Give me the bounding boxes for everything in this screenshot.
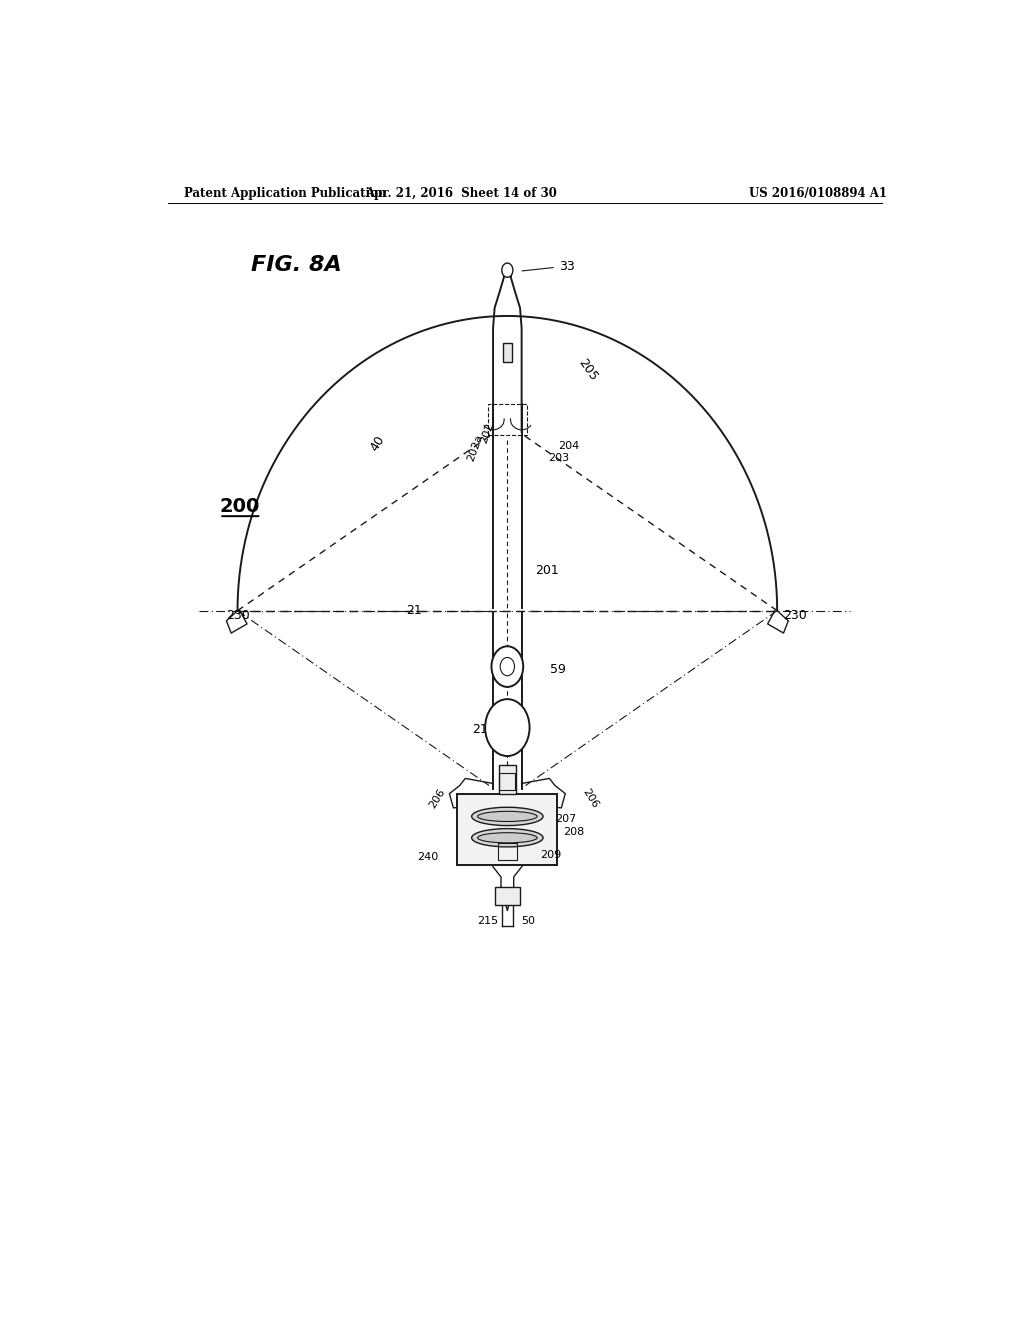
Text: 201: 201 <box>536 564 559 577</box>
Ellipse shape <box>472 808 543 825</box>
Text: 207: 207 <box>555 814 577 824</box>
Text: 206: 206 <box>580 787 600 810</box>
Ellipse shape <box>477 812 538 821</box>
Text: 200: 200 <box>219 496 260 516</box>
Ellipse shape <box>472 829 543 847</box>
Ellipse shape <box>477 833 538 843</box>
Circle shape <box>502 263 513 277</box>
Text: Apr. 21, 2016  Sheet 14 of 30: Apr. 21, 2016 Sheet 14 of 30 <box>366 187 557 199</box>
Text: 204: 204 <box>558 441 580 451</box>
FancyBboxPatch shape <box>495 887 520 906</box>
Text: US 2016/0108894 A1: US 2016/0108894 A1 <box>750 187 888 199</box>
Text: 205: 205 <box>577 356 600 383</box>
Text: 208: 208 <box>563 828 585 837</box>
Text: Patent Application Publication: Patent Application Publication <box>183 187 386 199</box>
Circle shape <box>492 647 523 686</box>
Text: 211: 211 <box>472 723 496 737</box>
Text: 215: 215 <box>477 916 498 925</box>
FancyBboxPatch shape <box>458 793 557 865</box>
Text: 209: 209 <box>541 850 561 859</box>
Text: FIG. 8A: FIG. 8A <box>251 255 342 275</box>
Text: 230: 230 <box>225 610 250 622</box>
Circle shape <box>485 700 529 756</box>
FancyBboxPatch shape <box>499 766 516 793</box>
Text: 203: 203 <box>549 453 569 463</box>
Text: 230: 230 <box>782 610 807 622</box>
Text: 59: 59 <box>550 663 566 676</box>
Text: 202: 202 <box>478 421 495 445</box>
Text: 33: 33 <box>522 260 574 273</box>
Text: 206: 206 <box>428 787 447 810</box>
Text: 202a: 202a <box>465 433 484 463</box>
FancyBboxPatch shape <box>503 343 512 362</box>
Text: 240: 240 <box>418 851 438 862</box>
Text: 40: 40 <box>369 433 388 453</box>
Text: 21: 21 <box>406 605 422 618</box>
Text: 50: 50 <box>521 916 535 925</box>
